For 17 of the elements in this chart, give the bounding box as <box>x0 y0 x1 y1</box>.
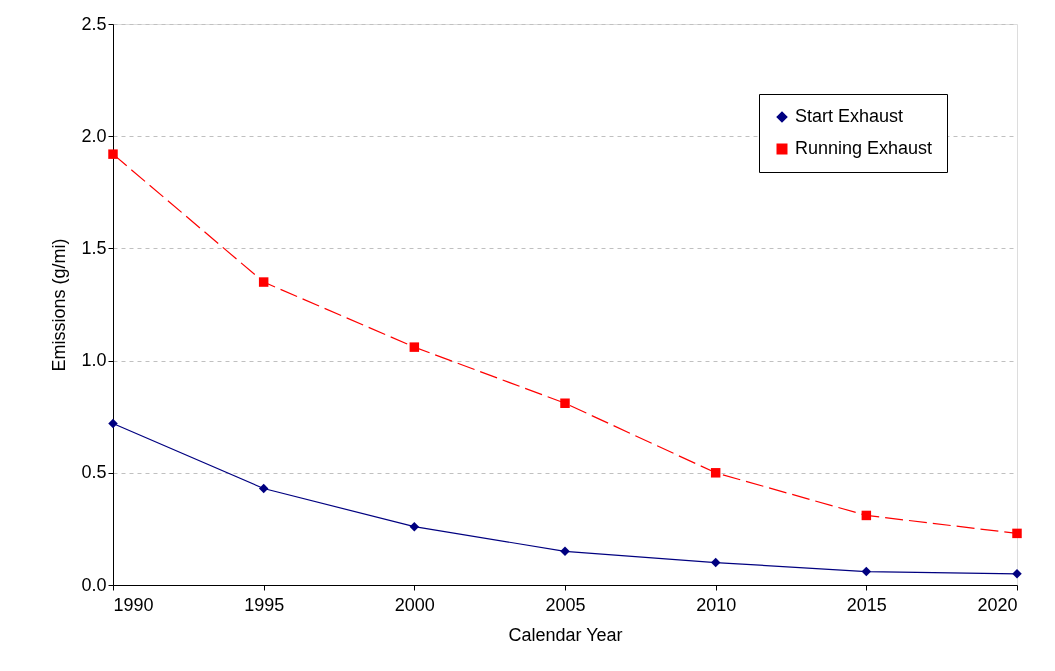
x-axis-title: Calendar Year <box>508 624 623 645</box>
y-axis-title: Emissions (g/mi) <box>49 238 70 372</box>
legend-label: Start Exhaust <box>795 106 904 126</box>
x-tick-label: 2020 <box>977 594 1018 615</box>
y-tick-label: 1.0 <box>81 350 107 371</box>
x-tick-label: 2010 <box>696 594 737 615</box>
y-tick-label: 0.0 <box>81 574 107 595</box>
y-tick-label: 2.5 <box>81 13 107 34</box>
legend-label: Running Exhaust <box>795 138 933 158</box>
x-tick-label: 2005 <box>545 594 586 615</box>
x-tick-label: 2000 <box>394 594 435 615</box>
x-tick-label: 1990 <box>113 594 154 615</box>
y-tick-label: 2.0 <box>81 125 107 146</box>
y-tick-label: 0.5 <box>81 462 107 483</box>
x-tick-label: 2015 <box>846 594 887 615</box>
x-tick-label: 1995 <box>244 594 285 615</box>
y-tick-label: 1.5 <box>81 237 107 258</box>
